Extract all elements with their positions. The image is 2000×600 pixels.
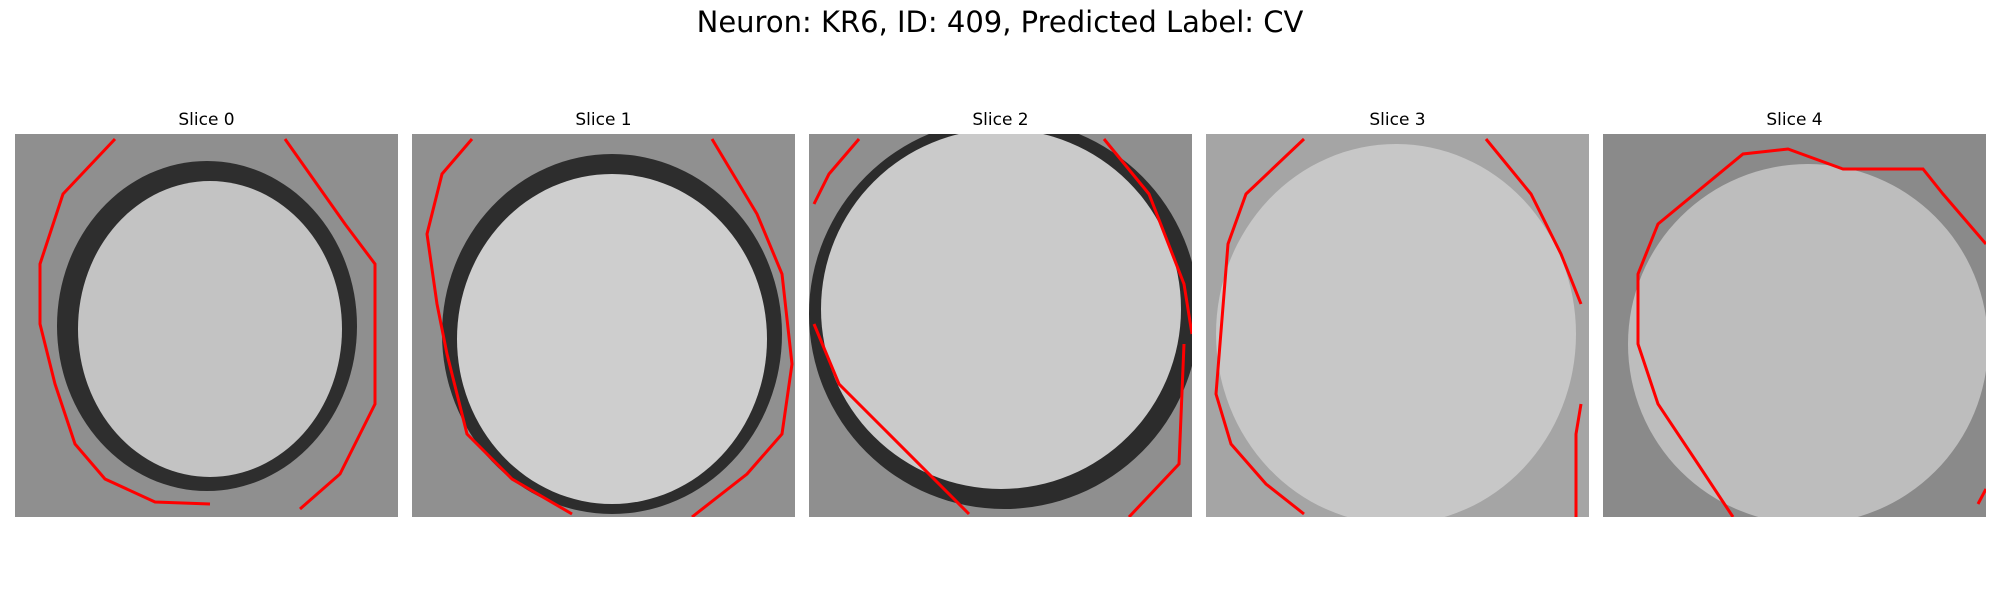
slice-image-4 <box>1603 134 1986 517</box>
segmentation-contour <box>1976 488 1986 505</box>
segmentation-contour <box>425 138 573 516</box>
segmentation-contour <box>1102 138 1192 335</box>
segmentation-contour <box>812 138 861 205</box>
slice-title: Slice 3 <box>1369 110 1426 130</box>
slice-image-2 <box>809 134 1192 517</box>
slice-panel-1: Slice 1 <box>412 110 795 517</box>
cell-interior <box>78 181 342 477</box>
cell-interior <box>457 174 767 504</box>
cell-interior <box>821 134 1181 489</box>
slice-title: Slice 1 <box>575 110 632 130</box>
cell-interior <box>1216 144 1576 517</box>
slice-image-0 <box>15 134 398 517</box>
cell-interior <box>1628 164 1986 517</box>
segmentation-contour <box>1636 147 1986 517</box>
segmentation-contour <box>1484 138 1583 305</box>
slice-image-3 <box>1206 134 1589 517</box>
figure-title: Neuron: KR6, ID: 409, Predicted Label: C… <box>696 5 1304 39</box>
segmentation-contour <box>283 138 377 511</box>
segmentation-contour <box>812 323 971 516</box>
slice-title: Slice 2 <box>972 110 1029 130</box>
segmentation-contour <box>1574 403 1583 517</box>
segmentation-contour <box>38 137 211 506</box>
segmentation-contour <box>691 138 794 517</box>
slice-panel-3: Slice 3 <box>1206 110 1589 517</box>
slice-image-1 <box>412 134 795 517</box>
segmentation-contour <box>1127 343 1186 517</box>
slice-panel-4: Slice 4 <box>1603 110 1986 517</box>
slice-title: Slice 0 <box>178 110 235 130</box>
slice-panel-2: Slice 2 <box>809 110 1192 517</box>
segmentation-contour <box>1214 137 1306 516</box>
slice-panel-0: Slice 0 <box>15 110 398 517</box>
slice-title: Slice 4 <box>1766 110 1823 130</box>
